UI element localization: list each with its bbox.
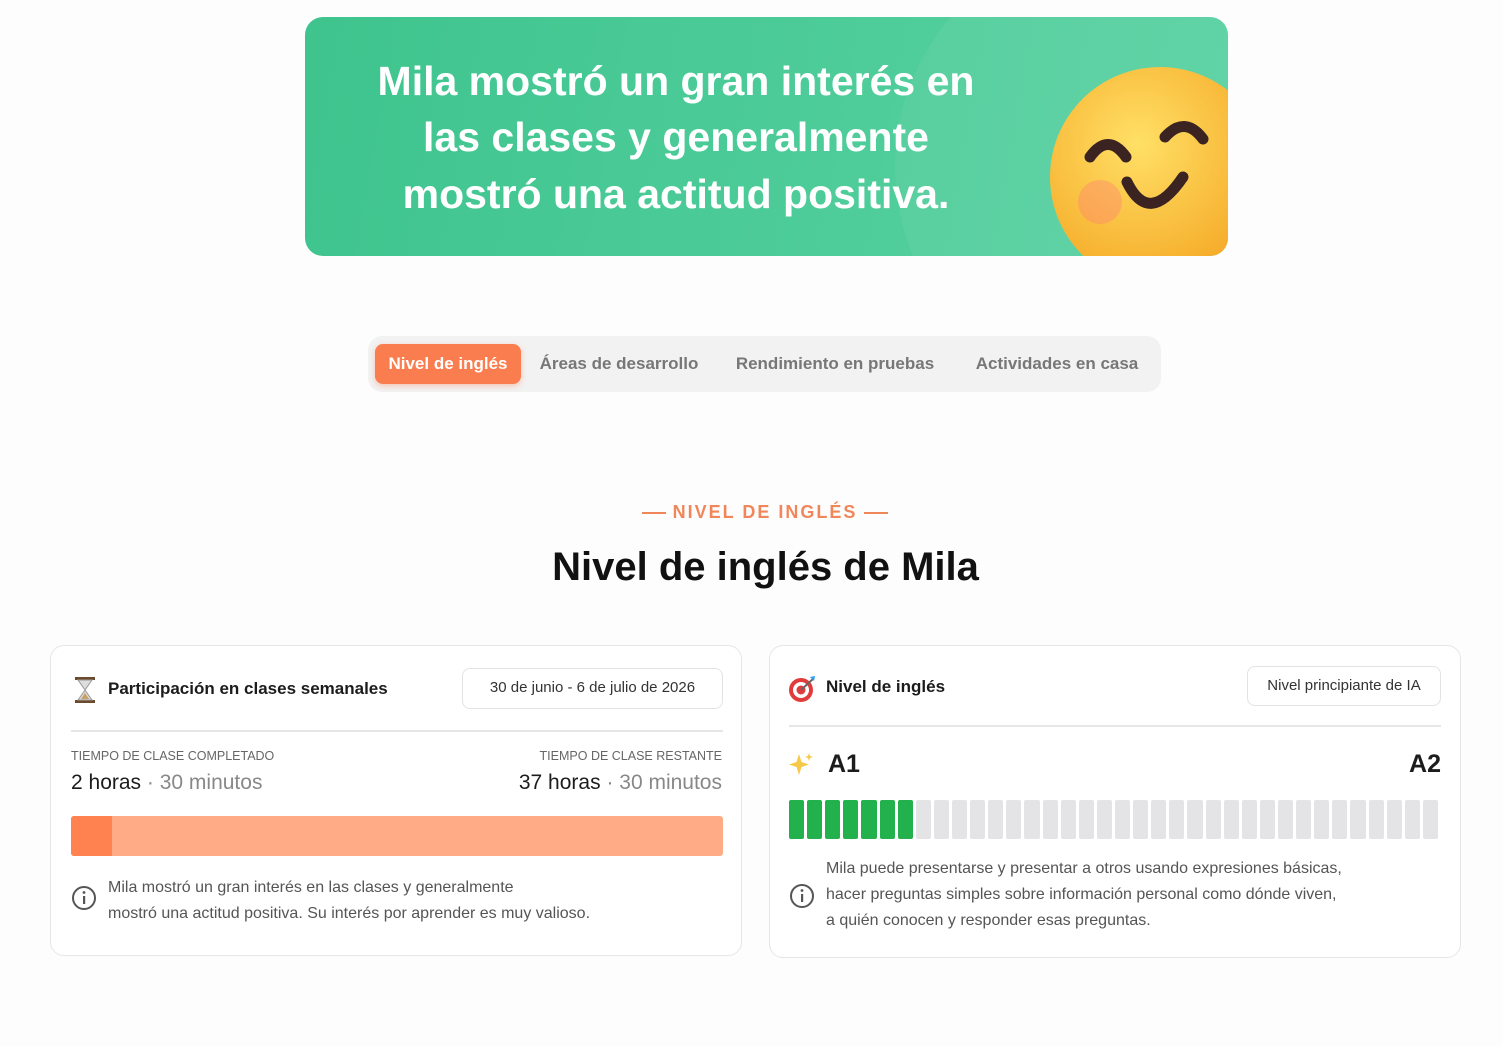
eyebrow: NIVEL DE INGLÉS <box>672 502 858 522</box>
segment-empty <box>988 800 1004 839</box>
segment-empty <box>1133 800 1149 839</box>
segment-filled <box>789 800 805 839</box>
segment-empty <box>1024 800 1040 839</box>
segment-empty <box>1060 800 1076 839</box>
segment-empty <box>1296 800 1312 839</box>
note-line: hacer preguntas simples sobre informació… <box>826 886 1337 903</box>
segment-empty <box>915 800 931 839</box>
next-level: A2 <box>1409 750 1441 778</box>
eyebrow-line <box>864 512 888 514</box>
segment-empty <box>1223 800 1239 839</box>
segment-empty <box>1241 800 1257 839</box>
eyebrow-line <box>642 512 666 514</box>
card-title: Participación en clases semanales <box>108 679 388 698</box>
segment-filled <box>861 800 877 839</box>
segment-empty <box>1368 800 1384 839</box>
segment-empty <box>1042 800 1058 839</box>
segment-empty <box>952 800 968 839</box>
hours: 2 horas <box>71 771 142 794</box>
info-icon <box>790 884 814 908</box>
section-title: Nivel de inglés de Mila <box>552 545 979 589</box>
segment-empty <box>1332 800 1348 839</box>
remaining-time: 37 horas · 30 minutos <box>519 771 722 795</box>
participation-card: Participación en clases semanales 30 de … <box>50 645 742 956</box>
segment-empty <box>1187 800 1203 839</box>
minutes: · 30 minutos <box>606 771 722 794</box>
progress-track <box>71 816 723 856</box>
banner-decor <box>895 17 1228 256</box>
segment-empty <box>970 800 986 839</box>
segment-filled <box>879 800 895 839</box>
segment-empty <box>1314 800 1330 839</box>
hourglass-icon <box>75 677 95 703</box>
note-line: Mila mostró un gran interés en las clase… <box>108 879 514 896</box>
tab[interactable]: Actividades en casa <box>975 354 1139 373</box>
segment-empty <box>1078 800 1094 839</box>
note-line: Mila puede presentarse y presentar a otr… <box>826 860 1342 877</box>
segment-filled <box>807 800 823 839</box>
banner-text: las clases y generalmente <box>423 114 929 160</box>
divider <box>71 730 723 732</box>
english-card: Nivel de inglés Nivel principiante de IA… <box>769 645 1461 958</box>
segment-filled <box>843 800 859 839</box>
segment-filled <box>897 800 913 839</box>
segment-empty <box>1115 800 1131 839</box>
segment-empty <box>1350 800 1366 839</box>
segment-empty <box>1151 800 1167 839</box>
note: Mila mostró un gran interés en las clase… <box>108 875 590 927</box>
label: TIEMPO DE CLASE RESTANTE <box>539 749 722 763</box>
sparkle-icon <box>789 753 813 775</box>
tab[interactable]: Áreas de desarrollo <box>539 354 699 373</box>
tab[interactable]: Rendimiento en pruebas <box>735 354 935 373</box>
note: Mila puede presentarse y presentar a otr… <box>826 856 1342 934</box>
segment-empty <box>1259 800 1275 839</box>
segment-empty <box>933 800 949 839</box>
segment-empty <box>1205 800 1221 839</box>
completed-time: 2 horas · 30 minutos <box>71 771 262 795</box>
hours: 37 horas <box>518 771 601 794</box>
date-chip: 30 de junio - 6 de julio de 2026 <box>462 668 723 709</box>
label: TIEMPO DE CLASE COMPLETADO <box>71 749 275 763</box>
segment-empty <box>1006 800 1022 839</box>
banner: Mila mostró un gran interés en las clase… <box>305 17 1228 256</box>
info-icon <box>72 886 96 910</box>
tab[interactable]: Nivel de inglés <box>375 344 521 384</box>
minutes: · 30 minutos <box>146 771 263 794</box>
note-line: mostró una actitud positiva. Su interés … <box>108 905 591 922</box>
card-title: Nivel de inglés <box>826 677 946 696</box>
segment-empty <box>1422 800 1438 839</box>
segment-empty <box>1096 800 1112 839</box>
segment-filled <box>825 800 841 839</box>
segment-empty <box>1278 800 1294 839</box>
banner-text: Mila mostró un gran interés en <box>377 58 975 104</box>
level-chip: Nivel principiante de IA <box>1247 666 1441 706</box>
note-line: a quién conocen y responder esas pregunt… <box>826 912 1151 929</box>
segment-empty <box>1386 800 1402 839</box>
tab-bar: Nivel de inglés Áreas de desarrollo Rend… <box>368 336 1161 392</box>
progress-fill <box>71 816 112 856</box>
banner-text: mostró una actitud positiva. <box>402 171 950 217</box>
divider <box>789 725 1441 727</box>
current-level: A1 <box>828 750 860 778</box>
target-icon <box>789 676 815 702</box>
segment-empty <box>1404 800 1420 839</box>
segment-empty <box>1169 800 1185 839</box>
level-meter <box>789 800 1441 839</box>
